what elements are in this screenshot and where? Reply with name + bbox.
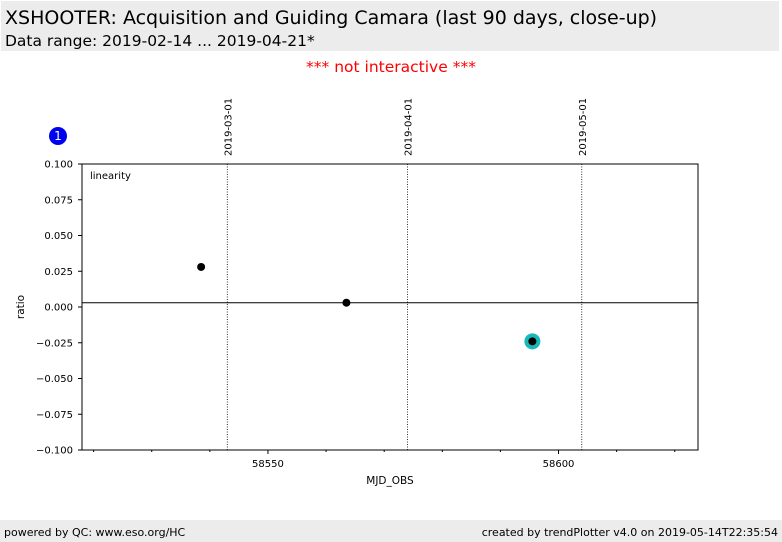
data-point — [342, 298, 351, 307]
date-marker-label: 2019-04-01 — [403, 98, 414, 156]
not-interactive-notice: *** not interactive *** — [306, 58, 476, 76]
data-points — [197, 262, 541, 350]
date-markers: 2019-03-01 2019-04-01 2019-05-01 — [223, 98, 589, 450]
y-tick-label: 0.100 — [44, 160, 73, 171]
date-marker-label: 2019-03-01 — [223, 98, 234, 156]
y-tick-label: −0.025 — [36, 338, 73, 349]
y-tick-label: −0.100 — [36, 446, 73, 457]
y-tick-label: −0.075 — [36, 410, 73, 421]
footer-bar: powered by QC: www.eso.org/HC created by… — [0, 520, 782, 542]
y-axis-label: ratio — [15, 295, 27, 319]
data-point — [197, 262, 206, 271]
y-tick-label: 0.000 — [44, 303, 73, 314]
x-tick-label: 58550 — [252, 459, 284, 470]
footer-created-by: created by trendPlotter v4.0 on 2019-05-… — [481, 526, 778, 539]
header-bar: XSHOOTER: Acquisition and Guiding Camara… — [0, 0, 780, 52]
x-axis-label: MJD_OBS — [366, 475, 414, 487]
date-marker-label: 2019-05-01 — [578, 98, 589, 156]
y-tick-label: −0.050 — [36, 374, 73, 385]
badge-number: 1 — [54, 129, 62, 143]
footer-credit: powered by QC: www.eso.org/HC — [4, 526, 186, 539]
x-axis-ticks: 58550 58600 — [93, 450, 676, 470]
plot-area — [81, 163, 699, 451]
panel-label: linearity — [90, 171, 131, 182]
y-tick-label: 0.075 — [44, 195, 73, 206]
data-range-subtitle: Data range: 2019-02-14 ... 2019-04-21* — [5, 32, 315, 50]
badge-circle-icon — [49, 127, 67, 145]
y-tick-label: 0.025 — [44, 267, 73, 278]
page-title: XSHOOTER: Acquisition and Guiding Camara… — [5, 7, 658, 29]
data-point — [528, 337, 537, 346]
x-tick-label: 58600 — [543, 459, 575, 470]
y-axis-ticks: −0.100 −0.075 −0.050 −0.025 0.000 0.025 0.050 0… — [36, 160, 82, 457]
plot-number-badge: 1 — [49, 127, 67, 145]
y-tick-label: 0.050 — [44, 231, 73, 242]
